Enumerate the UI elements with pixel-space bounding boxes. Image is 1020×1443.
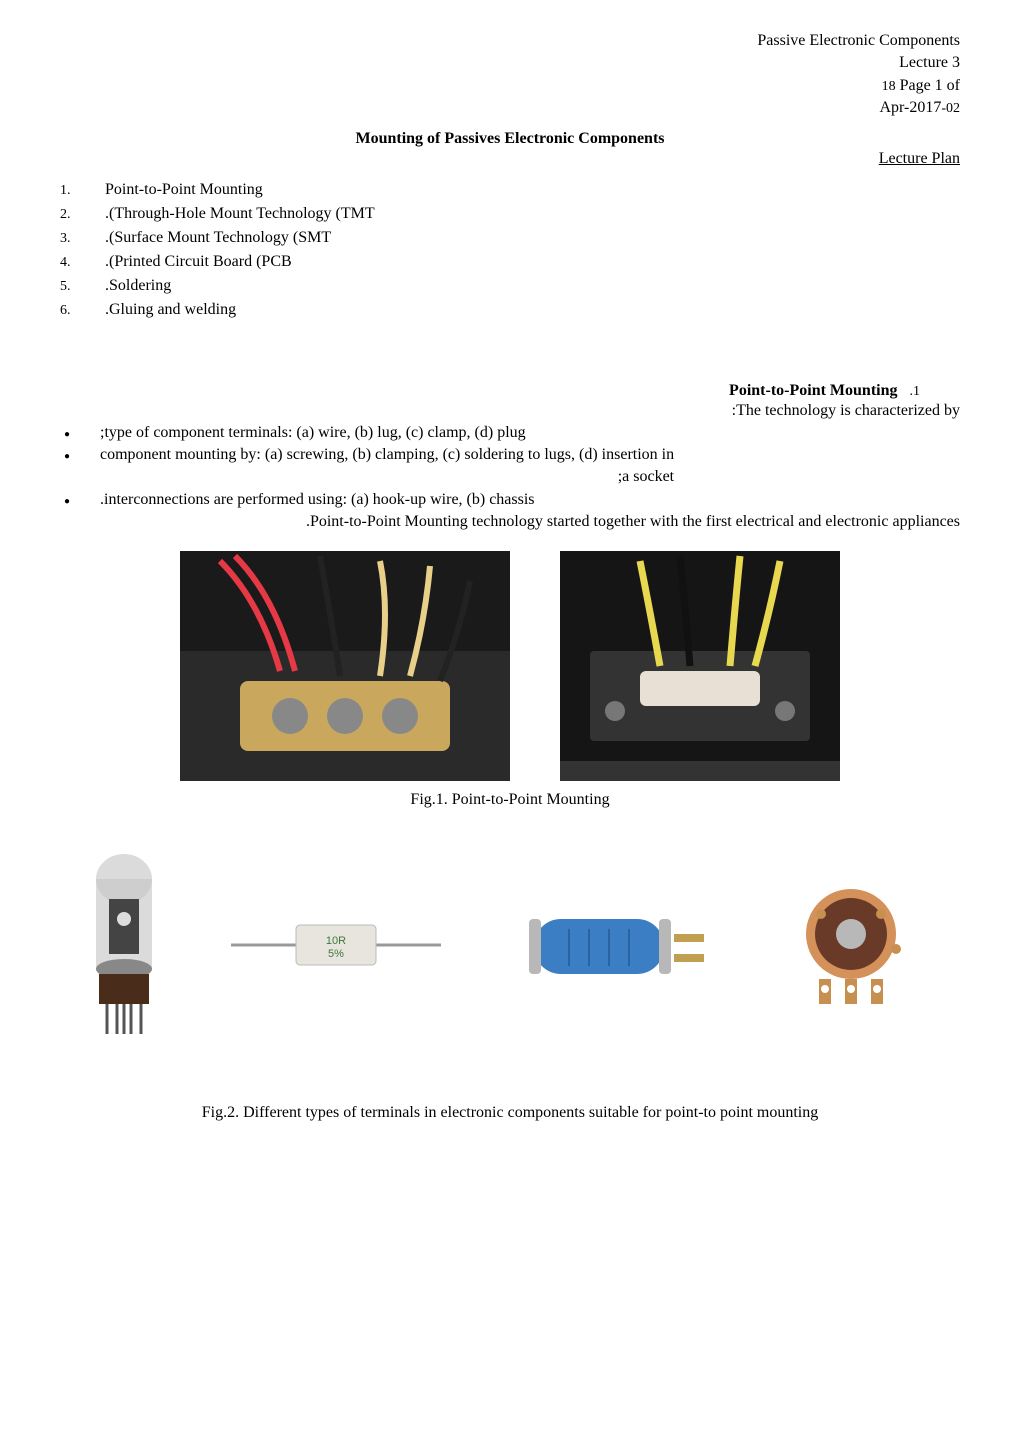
figure-1-images: [60, 551, 960, 781]
plan-item-num: .6: [60, 300, 75, 321]
plan-item-text: .(Through-Hole Mount Technology (TMT: [105, 202, 375, 226]
bullet-item: ;type of component terminals: (a) wire, …: [60, 422, 920, 444]
course-name: Passive Electronic Components: [60, 30, 960, 52]
page-total: 18: [882, 79, 896, 94]
figure-1-left-image: [180, 551, 510, 781]
bullet-item: .interconnections are performed using: (…: [60, 489, 920, 511]
figure-1-right-image: [560, 551, 840, 781]
section-1-title: Point-to-Point Mounting: [729, 382, 897, 399]
plan-item-num: .1: [60, 180, 75, 201]
plan-item: .(Printed Circuit Board (PCB .4: [60, 250, 920, 274]
bullet-list: ;type of component terminals: (a) wire, …: [60, 422, 920, 512]
characterized-by: :The technology is characterized by: [60, 402, 960, 420]
bullet-icon: ●: [60, 428, 70, 442]
plan-item: .(Surface Mount Technology (SMT .3: [60, 226, 920, 250]
plan-item-text: .(Printed Circuit Board (PCB: [105, 250, 292, 274]
page-current: 1: [935, 77, 943, 94]
page-of: of: [943, 77, 960, 94]
date-line: Apr-2017-02: [60, 97, 960, 119]
svg-text:10R: 10R: [326, 935, 346, 947]
document-title: Mounting of Passives Electronic Componen…: [60, 130, 960, 148]
lecture-number: Lecture 3: [60, 52, 960, 74]
plan-item: Point-to-Point Mounting .1: [60, 178, 920, 202]
resistor-image: 10R 5%: [226, 897, 446, 997]
plan-item-text: .Gluing and welding: [105, 298, 236, 322]
bullet-text: ;type of component terminals: (a) wire, …: [100, 422, 526, 444]
plan-item-num: .5: [60, 276, 75, 297]
section-1-num: .1: [910, 384, 921, 399]
bullet-icon: ●: [60, 450, 70, 464]
lecture-plan-label: Lecture Plan: [60, 150, 960, 168]
page-word: Page: [896, 77, 935, 94]
date-month: Apr-2017: [879, 99, 941, 116]
plan-item: .Soldering .5: [60, 274, 920, 298]
figure-2-caption: Fig.2. Different types of terminals in e…: [60, 1104, 960, 1122]
plan-item: .(Through-Hole Mount Technology (TMT .2: [60, 202, 920, 226]
plan-item-num: .2: [60, 204, 75, 225]
vacuum-tube-image: [79, 849, 169, 1044]
plan-item-text: Point-to-Point Mounting: [105, 178, 263, 202]
figure-1-caption: Fig.1. Point-to-Point Mounting: [60, 791, 960, 809]
svg-text:5%: 5%: [328, 948, 344, 960]
bullet-text: component mounting by: (a) screwing, (b)…: [100, 444, 674, 489]
plan-item-text: .Soldering: [105, 274, 171, 298]
bullet-item: component mounting by: (a) screwing, (b)…: [60, 444, 920, 489]
capacitor-image: [504, 884, 704, 1009]
plan-item-num: .4: [60, 252, 75, 273]
plan-item-num: .3: [60, 228, 75, 249]
page-info: 18 Page 1 of: [60, 75, 960, 97]
document-header: Passive Electronic Components Lecture 3 …: [60, 30, 960, 120]
section-1-heading: Point-to-Point Mounting .1: [60, 382, 920, 400]
date-day: -02: [941, 101, 960, 116]
lecture-plan-list: Point-to-Point Mounting .1 .(Through-Hol…: [60, 178, 920, 322]
bullet-icon: ●: [60, 495, 70, 509]
figure-2-images: 10R 5%: [60, 849, 960, 1044]
plan-item: .Gluing and welding .6: [60, 298, 920, 322]
plan-item-text: .(Surface Mount Technology (SMT: [105, 226, 331, 250]
section-1-paragraph: .Point-to-Point Mounting technology star…: [60, 513, 960, 531]
potentiometer-image: [761, 874, 941, 1019]
bullet-text: .interconnections are performed using: (…: [100, 489, 535, 511]
